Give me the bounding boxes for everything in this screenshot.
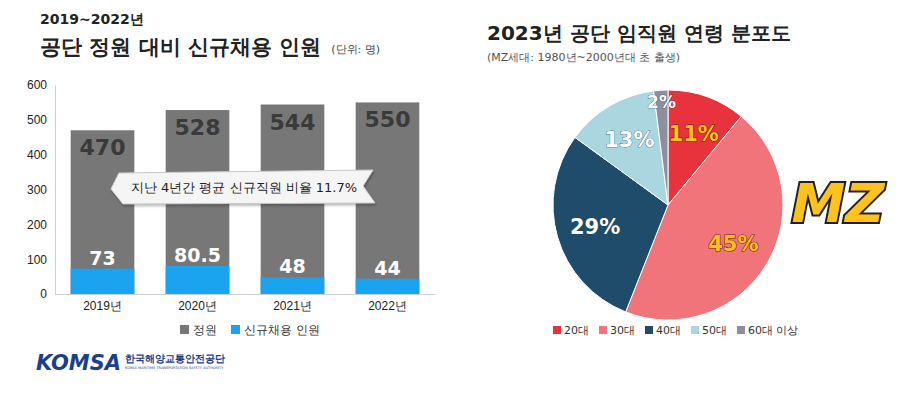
legend-swatch: [645, 326, 653, 334]
tick-label: 100: [27, 253, 47, 267]
tick-label: 2019년: [83, 299, 122, 313]
title: 공단 정원 대비 신규채용 인원: [40, 35, 321, 59]
data-label: 48: [279, 255, 305, 277]
legend-swatch: [737, 326, 745, 334]
tick: 2021년: [273, 294, 312, 313]
bars: [71, 102, 420, 294]
logo: KOMSA 한국해양교통안전공단 KOREA MARITIME TRANSPORTA…: [36, 351, 225, 375]
bar: [71, 269, 135, 294]
tick-label: 300: [27, 183, 47, 197]
data-label: 13%: [604, 128, 654, 152]
tick: 300: [27, 183, 55, 197]
logo-org-en: KOREA MARITIME TRANSPORTATION SAFETY AUT…: [125, 366, 224, 370]
data-label: 2%: [647, 92, 676, 112]
tick: 500: [27, 113, 55, 127]
data-labels: 470 528 544 550 73 80.5 48 44: [80, 107, 411, 278]
axis-line: [55, 86, 56, 295]
bar: [166, 266, 230, 294]
bar: [71, 130, 135, 294]
data-label: 550: [365, 107, 411, 132]
legend-swatch: [180, 325, 189, 334]
x-axis: 2019년 2020년 2021년 2022년: [56, 294, 436, 313]
annotation: 지난 4년간 평균 신규직원 비율 11.7%: [111, 170, 375, 204]
tick: 2020년: [178, 294, 217, 313]
legend: 20대 30대 40대 50대 60대 이상: [553, 324, 799, 337]
bar: [356, 279, 420, 294]
tick-label: 200: [27, 218, 47, 232]
tick-label: 2021년: [273, 299, 312, 313]
annotation: MZ: [792, 172, 886, 235]
tick-label: 2020년: [178, 299, 217, 313]
legend-label: 정원: [193, 323, 217, 337]
annotation-ribbon: [111, 170, 375, 204]
pie-labels: 11% 45% 29% 13% 2%: [570, 92, 758, 256]
tick: 600: [27, 78, 55, 92]
tick: 0: [40, 287, 55, 301]
tick: 2019년: [83, 294, 122, 313]
tick-label: 600: [27, 78, 47, 92]
data-label: 80.5: [174, 244, 221, 266]
legend: 정원 신규채용 인원: [180, 323, 320, 337]
tick: 200: [27, 218, 55, 232]
tick-label: 500: [27, 113, 47, 127]
data-label: 45%: [708, 232, 758, 256]
legend-label: 60대 이상: [748, 324, 799, 337]
legend-swatch: [599, 326, 607, 334]
tick-label: 0: [40, 287, 47, 301]
data-label: 11%: [669, 122, 719, 146]
data-label: 470: [80, 135, 126, 160]
axis-line: [56, 294, 436, 295]
unit-label: (단위: 명): [331, 43, 380, 56]
legend-label: 40대: [656, 324, 681, 337]
canvas: 2019~2022년공단 정원 대비 신규채용 인원 (단위: 명) 470 528 5…: [0, 0, 920, 394]
y-axis: 0 100 200 300 400 500 600: [27, 78, 56, 301]
title: 2023년 공단 임직원 연령 분포도: [487, 21, 791, 45]
logo-name: KOMSA: [36, 351, 121, 375]
annotation-text: 지난 4년간 평균 신규직원 비율 11.7%: [131, 180, 357, 195]
legend-swatch: [231, 325, 240, 334]
data-label: 44: [374, 257, 400, 279]
legend-label: 20대: [564, 324, 589, 337]
bar: [261, 277, 325, 294]
tick-label: 2022년: [368, 299, 407, 313]
data-label: 29%: [570, 215, 620, 239]
logo-org: 한국해양교통안전공단: [125, 353, 225, 364]
legend-swatch: [553, 326, 561, 334]
legend-label: 50대: [702, 324, 727, 337]
subtitle: 2019~2022년: [40, 11, 144, 27]
data-label: 528: [175, 115, 221, 140]
subtitle: (MZ세대: 1980년~2000년대 초 출생): [487, 51, 680, 64]
pie: [553, 90, 783, 320]
tick-label: 400: [27, 148, 47, 162]
data-label: 73: [89, 247, 115, 269]
tick: 100: [27, 253, 55, 267]
tick: 2022년: [368, 294, 407, 313]
legend-label: 30대: [610, 324, 635, 337]
data-label: 544: [270, 110, 316, 135]
legend-label: 신규채용 인원: [244, 323, 320, 337]
tick: 400: [27, 148, 55, 162]
legend-swatch: [691, 326, 699, 334]
